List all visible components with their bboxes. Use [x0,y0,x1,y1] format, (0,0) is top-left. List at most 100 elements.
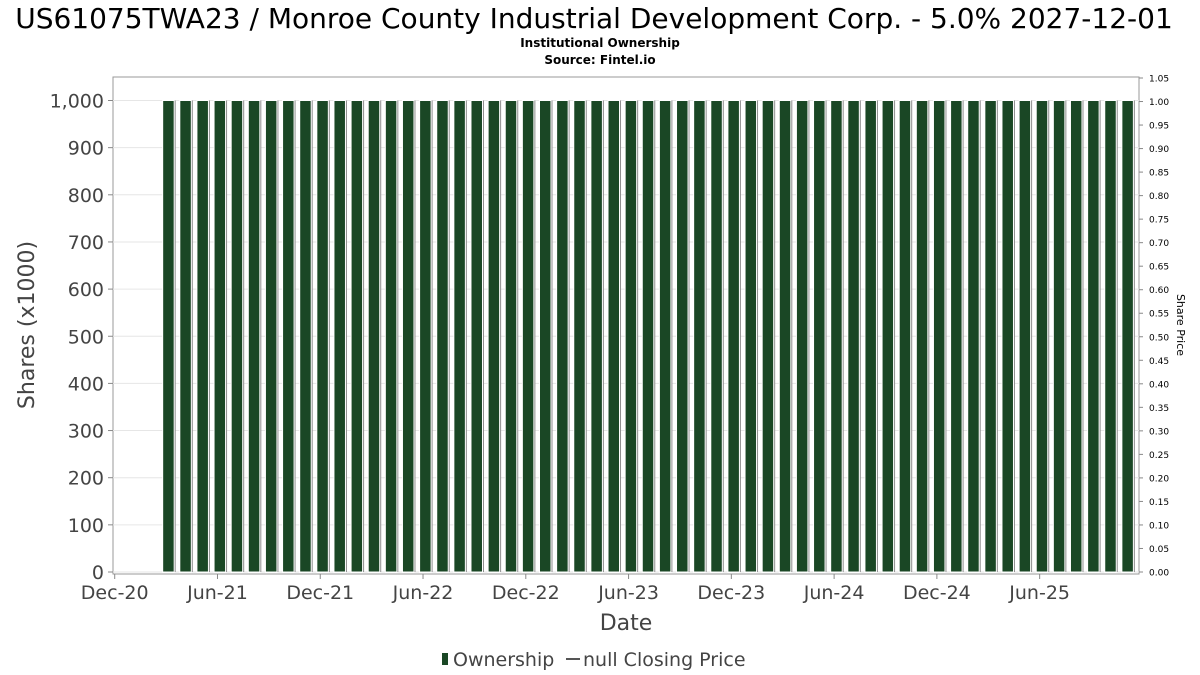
ownership-bar [521,100,535,573]
x-tick-label: Jun-24 [803,582,865,604]
y2-axis-ticks: 0.00 0.05 0.10 0.15 0.20 0.25 0.30 0.35 0.40 0.45… [1139,75,1169,579]
y2-tick-label: 0.95 [1149,122,1169,132]
ownership-bar [932,100,946,573]
ownership-bar [487,100,501,573]
ownership-bar [230,100,244,573]
ownership-bar [350,100,364,573]
y2-tick-label: 0.30 [1149,427,1169,437]
ownership-bar [693,100,706,573]
legend: Ownership null Closing Price [442,649,746,671]
ownership-bar [1035,100,1049,573]
ownership-bar [1069,100,1083,573]
y2-axis-label: Share Price [1174,294,1187,356]
y-tick-label: 400 [68,373,104,395]
ownership-bar [419,100,432,573]
ownership-bar [984,100,997,573]
y2-tick-label: 0.70 [1149,239,1169,249]
y-tick-label: 600 [68,279,104,301]
y-tick-label: 200 [68,468,104,490]
x-axis-label: Date [600,611,653,636]
ownership-bar [676,100,689,573]
x-tick-label: Jun-23 [597,582,659,604]
x-tick-label: Jun-22 [392,582,454,604]
ownership-bar [864,100,877,573]
y-tick-label: 700 [68,232,104,254]
ownership-bar [624,100,638,573]
ownership-bar [162,100,175,573]
ownership-bar [556,100,569,573]
chart-source: Source: Fintel.io [544,53,655,67]
x-tick-label: Dec-21 [286,582,354,604]
legend-ownership-swatch [442,653,448,665]
y2-tick-label: 0.05 [1149,545,1169,555]
y2-tick-label: 1.05 [1149,75,1169,85]
ownership-bar [401,100,415,573]
ownership-bar [641,100,655,573]
y-tick-label: 500 [68,326,104,348]
ownership-bar [179,100,192,573]
ownership-bar [1087,100,1100,573]
ownership-bar [384,100,398,573]
y2-tick-label: 0.40 [1149,380,1169,390]
ownership-bar [761,100,775,573]
ownership-bar [196,100,209,573]
ownership-bar [915,100,929,573]
ownership-bar [830,100,843,573]
ownership-bar [436,100,449,573]
ownership-bar [710,100,723,573]
ownership-bar [213,100,227,573]
ownership-bar [847,100,860,573]
y-axis-ticks: 0 100 200 300 400 500 600 700 800 900 1,000 [50,91,113,584]
ownership-bar [744,100,758,573]
y-tick-label: 300 [68,421,104,443]
legend-ownership-label: Ownership [453,649,554,671]
ownership-bar [299,100,312,573]
ownership-bar [658,100,672,573]
chart-subtitle: Institutional Ownership [520,36,680,50]
y-tick-label: 100 [68,515,104,537]
ownership-bar [813,100,826,573]
ownership-bar [504,100,518,573]
x-tick-label: Jun-21 [186,582,248,604]
chart-title: US61075TWA23 / Monroe County Industrial … [15,2,1173,35]
ownership-bar [453,100,466,573]
ownership-bar [607,100,621,573]
ownership-bar [590,100,603,573]
y2-tick-label: 0.10 [1149,521,1169,531]
y2-tick-label: 0.35 [1149,404,1169,414]
ownership-bar [1018,100,1032,573]
y2-tick-label: 0.20 [1149,474,1169,484]
y2-tick-label: 1.00 [1149,98,1169,108]
y-tick-label: 800 [68,185,104,207]
ownership-bar [727,100,740,573]
ownership-bar [795,100,809,573]
ownership-bar [316,100,329,573]
ownership-bar [539,100,552,573]
ownership-bar [573,100,586,573]
y2-tick-label: 0.00 [1149,569,1169,579]
x-tick-label: Dec-24 [903,582,971,604]
ownership-bar [264,100,278,573]
ownership-bar [282,100,295,573]
y2-tick-label: 0.55 [1149,310,1169,320]
y2-tick-label: 0.45 [1149,357,1169,367]
y2-tick-label: 0.75 [1149,216,1169,226]
x-tick-label: Jun-25 [1008,582,1070,604]
ownership-bar [881,100,895,573]
y2-tick-label: 0.65 [1149,263,1169,273]
ownership-bars [162,100,1135,573]
ownership-bar [967,100,980,573]
y2-tick-label: 0.80 [1149,192,1169,202]
x-tick-label: Dec-22 [492,582,560,604]
ownership-bar [1052,100,1066,573]
ownership-bar [778,100,792,573]
ownership-bar [1001,100,1014,573]
y-tick-label: 900 [68,138,104,160]
x-tick-label: Dec-20 [81,582,149,604]
x-tick-label: Dec-23 [697,582,765,604]
y2-tick-label: 0.90 [1149,145,1169,155]
legend-price-label: null Closing Price [583,649,746,671]
x-axis-ticks: Dec-20 Jun-21 Dec-21 Jun-22 Dec-22 Jun-23 Dec-… [81,574,1070,604]
ownership-bar [1121,100,1134,573]
ownership-bar [470,100,483,573]
